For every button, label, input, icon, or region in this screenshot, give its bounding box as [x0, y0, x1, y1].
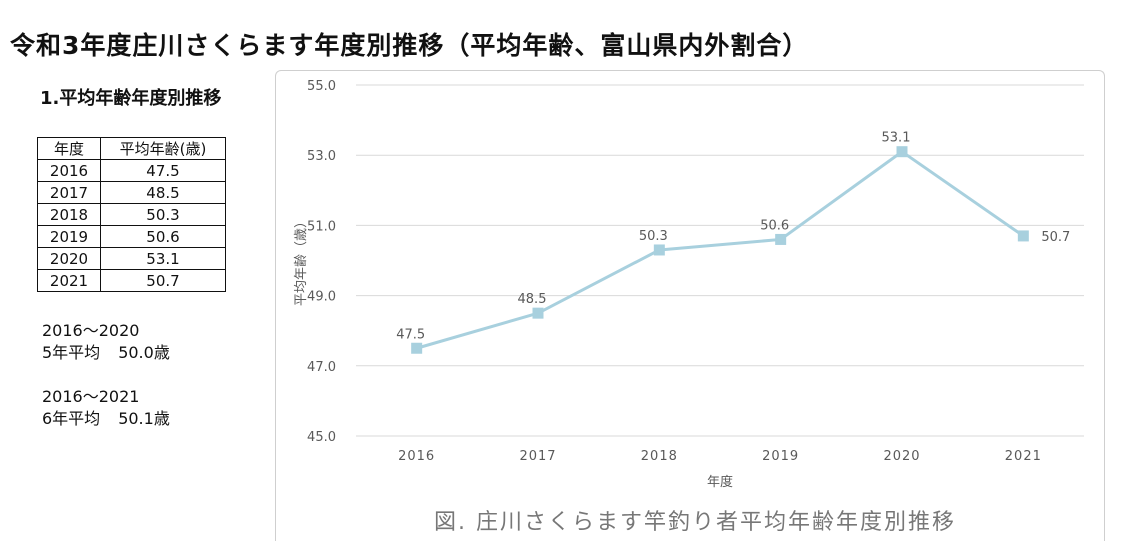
summary-label: 6年平均: [42, 409, 101, 428]
y-tick-label: 49.0: [307, 290, 336, 305]
summary-period: 2016～2020: [42, 321, 140, 340]
x-tick-label: 2016: [398, 449, 435, 464]
cell-age: 48.5: [100, 181, 226, 204]
header-average-age: 平均年齢(歳): [100, 137, 226, 160]
cell-year: 2016: [37, 159, 101, 182]
table-row: 2016 47.5: [37, 159, 226, 182]
x-tick-label: 2019: [762, 449, 799, 464]
data-label: 50.6: [760, 218, 789, 233]
summary-value: 50.1歳: [118, 409, 170, 428]
chart-caption: 図. 庄川さくらます竿釣り者平均年齢年度別推移: [434, 510, 956, 535]
y-axis-label: 平均年齢（歳）: [294, 215, 309, 306]
chart-panel: 45.0 47.0 49.0 51.0 53.0 55.0 2016 2017 2018 2019…: [275, 70, 1105, 541]
table-row: 2018 50.3: [37, 203, 226, 226]
y-tick-label: 45.0: [307, 430, 336, 445]
section-heading: 1.平均年齢年度別推移: [40, 88, 222, 109]
data-label: 50.7: [1041, 230, 1070, 245]
x-tick-label: 2020: [883, 449, 920, 464]
table-row: 2021 50.7: [37, 269, 226, 292]
cell-year: 2021: [37, 269, 101, 292]
data-point: [1017, 230, 1029, 242]
y-tick-label: 55.0: [307, 79, 336, 94]
summary-period: 2016～2021: [42, 387, 140, 406]
x-tick-label: 2018: [641, 449, 678, 464]
cell-age: 50.7: [100, 269, 226, 292]
data-point: [896, 146, 908, 158]
cell-year: 2018: [37, 203, 101, 226]
header-year: 年度: [37, 137, 101, 160]
x-tick-label: 2017: [519, 449, 556, 464]
cell-year: 2017: [37, 181, 101, 204]
table-row: 2020 53.1: [37, 247, 226, 270]
data-label: 47.5: [396, 327, 425, 342]
line-chart: 45.0 47.0 49.0 51.0 53.0 55.0 2016 2017 2018 2019…: [294, 79, 1084, 490]
data-label: 48.5: [518, 292, 547, 307]
y-tick-label: 51.0: [307, 219, 336, 234]
data-point: [532, 307, 544, 319]
table-header-row: 年度 平均年齢(歳): [37, 137, 226, 160]
cell-age: 50.6: [100, 225, 226, 248]
summary-5yr: 2016～2020 5年平均 50.0歳: [42, 320, 170, 364]
table-row: 2019 50.6: [37, 225, 226, 248]
series-line: [416, 150, 1025, 350]
summary-value: 50.0歳: [118, 343, 170, 362]
data-label: 53.1: [882, 131, 911, 146]
x-axis-label: 年度: [707, 474, 733, 490]
data-label: 50.3: [639, 229, 668, 244]
y-tick-label: 53.0: [307, 149, 336, 164]
data-point: [775, 233, 787, 245]
age-table: 年度 平均年齢(歳) 2016 47.5 2017 48.5 2018 50.3…: [37, 137, 226, 292]
cell-age: 53.1: [100, 247, 226, 270]
data-point: [411, 342, 423, 354]
cell-age: 47.5: [100, 159, 226, 182]
table-row: 2017 48.5: [37, 181, 226, 204]
summary-label: 5年平均: [42, 343, 101, 362]
cell-year: 2020: [37, 247, 101, 270]
cell-age: 50.3: [100, 203, 226, 226]
page-title: 令和3年度庄川さくらます年度別推移（平均年齢、富山県内外割合）: [10, 31, 809, 60]
x-tick-label: 2021: [1005, 449, 1042, 464]
data-point: [653, 244, 665, 256]
cell-year: 2019: [37, 225, 101, 248]
summary-6yr: 2016～2021 6年平均 50.1歳: [42, 386, 170, 430]
y-tick-label: 47.0: [307, 360, 336, 375]
